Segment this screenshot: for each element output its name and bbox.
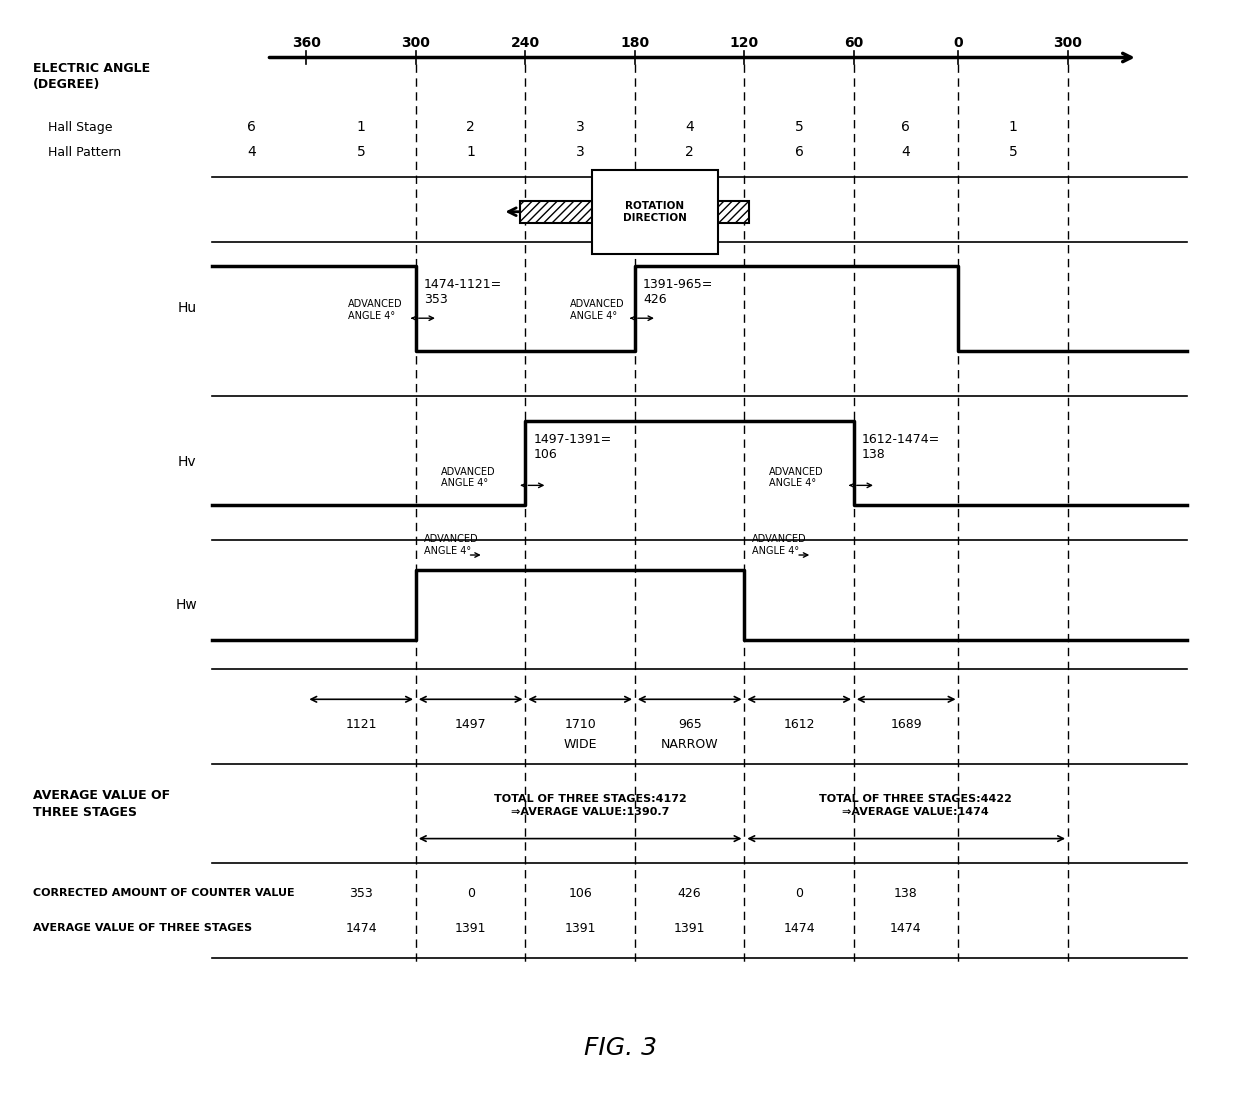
Text: 0: 0 (795, 887, 804, 900)
Text: 360: 360 (291, 36, 321, 49)
Text: 0: 0 (466, 887, 475, 900)
Text: ELECTRIC ANGLE
(DEGREE): ELECTRIC ANGLE (DEGREE) (32, 63, 150, 92)
Text: 4: 4 (686, 121, 694, 134)
Text: 1474-1121=
353: 1474-1121= 353 (424, 278, 502, 306)
Text: 1: 1 (357, 121, 366, 134)
Text: 1612: 1612 (784, 717, 815, 731)
Text: 1497-1391=
106: 1497-1391= 106 (533, 432, 611, 460)
Text: 106: 106 (568, 887, 591, 900)
Text: Hu: Hu (177, 302, 196, 315)
Text: ROTATION
DIRECTION: ROTATION DIRECTION (622, 201, 687, 222)
Text: 1474: 1474 (784, 922, 815, 935)
Text: ADVANCED
ANGLE 4°: ADVANCED ANGLE 4° (769, 467, 823, 488)
Text: 5: 5 (357, 145, 366, 159)
Text: 6: 6 (795, 145, 804, 159)
Text: 4: 4 (247, 145, 255, 159)
Text: WIDE: WIDE (563, 737, 596, 751)
Text: 1391-965=
426: 1391-965= 426 (642, 278, 713, 306)
Text: Hw: Hw (176, 598, 198, 612)
Text: Hv: Hv (177, 456, 196, 469)
Text: CORRECTED AMOUNT OF COUNTER VALUE: CORRECTED AMOUNT OF COUNTER VALUE (32, 888, 294, 898)
Text: TOTAL OF THREE STAGES:4172
⇒AVERAGE VALUE:1390.7: TOTAL OF THREE STAGES:4172 ⇒AVERAGE VALU… (494, 794, 687, 817)
Text: 3: 3 (575, 121, 584, 134)
Text: 1710: 1710 (564, 717, 596, 731)
Text: 4: 4 (901, 145, 910, 159)
Text: 5: 5 (1009, 145, 1018, 159)
Text: 1391: 1391 (564, 922, 596, 935)
Text: 2: 2 (686, 145, 694, 159)
Text: 180: 180 (620, 36, 650, 49)
Text: 2: 2 (466, 121, 475, 134)
Text: ADVANCED
ANGLE 4°: ADVANCED ANGLE 4° (424, 534, 479, 556)
Text: ADVANCED
ANGLE 4°: ADVANCED ANGLE 4° (570, 299, 625, 321)
Text: ADVANCED
ANGLE 4°: ADVANCED ANGLE 4° (753, 534, 807, 556)
Text: Hall Stage: Hall Stage (47, 121, 112, 134)
Text: 1: 1 (1009, 121, 1018, 134)
Text: 353: 353 (350, 887, 373, 900)
Text: 240: 240 (511, 36, 539, 49)
Text: 1474: 1474 (890, 922, 921, 935)
Text: ADVANCED
ANGLE 4°: ADVANCED ANGLE 4° (348, 299, 403, 321)
Text: AVERAGE VALUE OF
THREE STAGES: AVERAGE VALUE OF THREE STAGES (32, 789, 170, 819)
Text: 1689: 1689 (890, 717, 923, 731)
Text: NARROW: NARROW (661, 737, 718, 751)
Text: 300: 300 (1054, 36, 1083, 49)
Text: 6: 6 (247, 121, 257, 134)
Text: 300: 300 (402, 36, 430, 49)
Text: 1474: 1474 (346, 922, 377, 935)
Text: FIG. 3: FIG. 3 (584, 1035, 656, 1060)
Text: 1: 1 (466, 145, 475, 159)
Text: Hall Pattern: Hall Pattern (47, 145, 120, 159)
Text: 138: 138 (894, 887, 918, 900)
Text: 0: 0 (954, 36, 963, 49)
Text: 1612-1474=
138: 1612-1474= 138 (862, 432, 940, 460)
Text: 5: 5 (795, 121, 804, 134)
Text: TOTAL OF THREE STAGES:4422
⇒AVERAGE VALUE:1474: TOTAL OF THREE STAGES:4422 ⇒AVERAGE VALU… (820, 794, 1012, 817)
Text: 965: 965 (678, 717, 702, 731)
Text: 1497: 1497 (455, 717, 486, 731)
Text: ADVANCED
ANGLE 4°: ADVANCED ANGLE 4° (440, 467, 496, 488)
Text: 1391: 1391 (455, 922, 486, 935)
Text: AVERAGE VALUE OF THREE STAGES: AVERAGE VALUE OF THREE STAGES (32, 923, 252, 933)
Text: 426: 426 (678, 887, 702, 900)
Text: 1391: 1391 (673, 922, 706, 935)
Bar (521, 201, 749, 222)
Text: 60: 60 (844, 36, 863, 49)
Text: 3: 3 (575, 145, 584, 159)
Text: 1121: 1121 (346, 717, 377, 731)
Text: 120: 120 (730, 36, 759, 49)
Text: 6: 6 (901, 121, 910, 134)
